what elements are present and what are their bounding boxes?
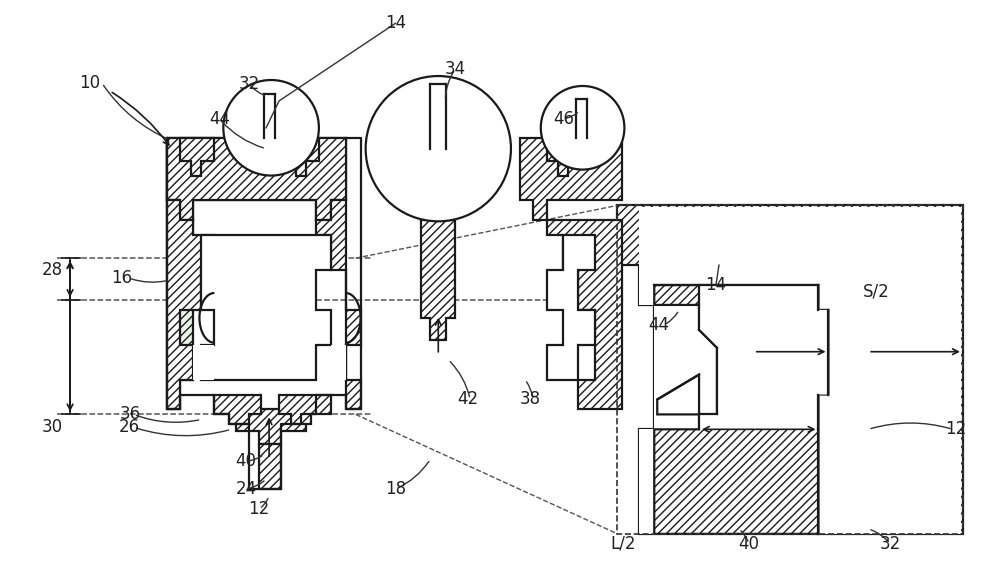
Polygon shape	[193, 345, 214, 379]
Text: 42: 42	[458, 391, 479, 409]
Polygon shape	[167, 138, 193, 409]
Text: 26: 26	[119, 418, 140, 436]
Text: 44: 44	[649, 316, 670, 334]
Polygon shape	[316, 200, 361, 409]
Circle shape	[366, 76, 511, 221]
Polygon shape	[279, 395, 331, 424]
Polygon shape	[201, 235, 331, 379]
Text: 30: 30	[42, 418, 63, 436]
Polygon shape	[180, 138, 214, 176]
Polygon shape	[657, 375, 699, 414]
Polygon shape	[547, 221, 622, 409]
Text: L/2: L/2	[611, 535, 636, 553]
Polygon shape	[331, 345, 346, 379]
Text: 24: 24	[236, 480, 257, 498]
Text: 14: 14	[705, 276, 727, 294]
Text: 40: 40	[738, 535, 759, 553]
Text: 32: 32	[239, 75, 260, 93]
Polygon shape	[617, 205, 963, 534]
Polygon shape	[259, 444, 281, 489]
Polygon shape	[639, 207, 961, 534]
Circle shape	[541, 86, 624, 169]
Text: 32: 32	[880, 535, 901, 553]
Polygon shape	[421, 221, 455, 340]
Polygon shape	[547, 138, 580, 176]
Text: 44: 44	[209, 110, 230, 128]
Text: 16: 16	[111, 269, 132, 287]
Text: 38: 38	[519, 391, 540, 409]
Text: 10: 10	[79, 74, 101, 92]
Polygon shape	[167, 138, 346, 221]
Text: S/2: S/2	[863, 283, 890, 301]
Polygon shape	[654, 379, 699, 414]
Text: 12: 12	[249, 500, 270, 518]
Polygon shape	[699, 285, 828, 430]
Text: 36: 36	[119, 406, 140, 424]
Polygon shape	[214, 395, 261, 424]
Polygon shape	[167, 200, 214, 409]
Text: 12: 12	[945, 420, 966, 438]
Polygon shape	[284, 138, 319, 176]
Polygon shape	[520, 138, 622, 221]
Text: 14: 14	[385, 15, 406, 32]
Text: 46: 46	[553, 110, 574, 128]
Circle shape	[223, 80, 319, 176]
Polygon shape	[547, 235, 595, 379]
Polygon shape	[236, 409, 306, 444]
Polygon shape	[167, 138, 346, 221]
Polygon shape	[654, 285, 828, 534]
Text: 40: 40	[236, 452, 257, 470]
Text: 28: 28	[42, 261, 63, 279]
Text: 18: 18	[385, 480, 406, 498]
Text: 34: 34	[445, 60, 466, 78]
